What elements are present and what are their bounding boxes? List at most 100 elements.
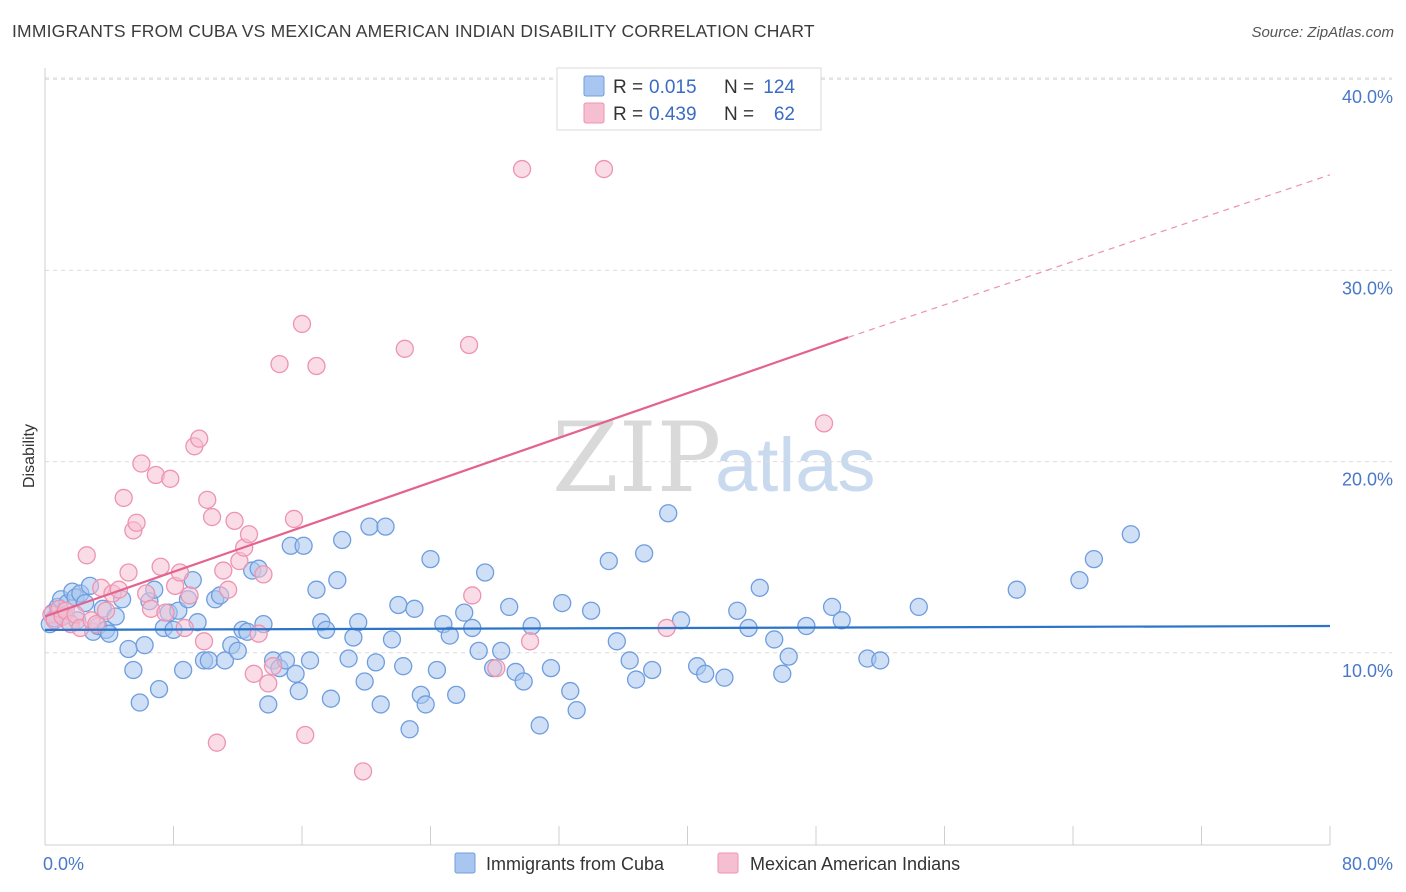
x-tick-label: 80.0% <box>1342 854 1393 874</box>
cuba-point <box>909 597 928 617</box>
mexican-american-indian-point <box>96 601 116 620</box>
y-tick-labels: 10.0% 20.0% 30.0% 40.0% <box>1342 87 1393 681</box>
y-axis-label: Disability <box>21 424 38 488</box>
cuba-point <box>750 578 769 597</box>
mexican-american-indian-point <box>127 513 146 532</box>
cuba-point <box>822 597 842 617</box>
cuba-point <box>360 517 379 536</box>
cuba-point <box>581 601 601 620</box>
cuba-point <box>300 651 320 670</box>
cuba-point <box>1007 580 1026 599</box>
cuba-point <box>333 530 352 550</box>
legend-r-label: R = <box>613 104 643 125</box>
mexican-american-indian-trend-extension <box>847 174 1331 338</box>
cuba-point <box>530 716 549 735</box>
mexican-american-indian-point <box>132 454 151 473</box>
cuba-point <box>522 616 541 636</box>
legend-r-value: 0.015 <box>649 77 697 98</box>
source-label: Source: ZipAtlas.com <box>1251 24 1394 41</box>
mexican-american-indian-point <box>254 565 273 584</box>
mexican-american-indian-point <box>225 511 244 531</box>
legend-n-label: N = <box>724 104 754 125</box>
cuba-point <box>416 695 435 714</box>
mexican-american-indian-point <box>307 356 326 376</box>
mexican-american-indian-point <box>114 488 133 508</box>
cuba-point <box>215 651 235 670</box>
mexican-american-indian-point <box>207 733 227 752</box>
cuba-point <box>355 672 374 691</box>
cuba-point <box>440 626 459 645</box>
cuba-point <box>135 636 154 655</box>
cuba-point <box>366 653 386 672</box>
cuba-point <box>228 641 247 661</box>
mexican-american-indian-point <box>119 563 138 582</box>
mexican-american-indian-point <box>198 490 217 509</box>
cuba-point <box>620 651 639 670</box>
cuba-point <box>389 595 408 615</box>
mexican-american-indian-point <box>284 509 304 529</box>
cuba-point <box>344 628 363 647</box>
mexican-american-indian-point <box>151 557 170 576</box>
legend-n-value: 124 <box>763 77 795 98</box>
cuba-point <box>1070 570 1089 590</box>
cuba-point <box>1084 549 1104 569</box>
bottom-legend-swatch-cuba <box>454 852 476 874</box>
legend-n-label: N = <box>724 77 754 98</box>
mexican-american-indian-point <box>353 762 373 781</box>
cuba-point <box>259 695 278 714</box>
mexican-american-indian-point <box>814 414 834 433</box>
cuba-point <box>567 701 586 720</box>
mexican-american-indian-point <box>249 624 268 643</box>
cuba-point <box>286 664 305 683</box>
mexican-american-indian-point <box>520 632 540 651</box>
cuba-point <box>289 681 308 701</box>
cuba-point <box>797 616 816 636</box>
mexican-american-indian-trend-line <box>44 336 849 618</box>
cuba-point <box>199 651 218 670</box>
cuba-point <box>328 570 347 590</box>
cuba-trend-line <box>44 624 1331 631</box>
mexican-american-indian-point <box>244 664 263 683</box>
mexican-american-indian-point <box>202 507 222 527</box>
legend-swatch-mexican-american-indian <box>583 102 605 124</box>
cuba-point <box>541 658 561 678</box>
mexican-american-indian-point <box>175 618 194 638</box>
bottom-legend: Immigrants from Cuba Mexican American In… <box>454 852 960 874</box>
legend: R = 0.015 N = 124 R = 0.439 N = 62 <box>556 67 822 131</box>
legend-n-value: 62 <box>774 104 795 125</box>
cuba-point <box>455 603 474 622</box>
mexican-american-indian-point <box>180 586 199 605</box>
cuba-point <box>696 664 715 683</box>
mexican-american-indian-point <box>263 657 283 676</box>
legend-r-label: R = <box>613 77 643 98</box>
cuba-point <box>469 641 488 661</box>
cuba-point <box>871 651 890 670</box>
mexican-american-indian-point <box>487 658 506 678</box>
cuba-point <box>149 679 169 699</box>
legend-r-value: 0.439 <box>649 104 697 125</box>
cuba-point <box>492 641 511 661</box>
mexican-american-indian-point <box>512 159 532 179</box>
cuba-point <box>561 681 580 701</box>
bottom-legend-label-mexican-american-indian: Mexican American Indians <box>750 854 960 874</box>
watermark: ZIP atlas <box>552 402 876 514</box>
cuba-point <box>321 689 341 708</box>
bottom-legend-label-cuba: Immigrants from Cuba <box>486 854 665 874</box>
cuba-point <box>599 551 618 571</box>
mexican-american-indian-point <box>270 354 289 374</box>
mexican-american-indian-point <box>463 586 482 605</box>
mexican-american-indian-point <box>239 525 259 544</box>
cuba-point <box>405 599 424 618</box>
y-tick-label: 30.0% <box>1342 278 1393 298</box>
cuba-point <box>382 630 402 649</box>
cuba-point <box>634 544 654 563</box>
cuba-point <box>307 580 326 599</box>
cuba-point <box>124 660 143 680</box>
cuba-point <box>832 611 851 630</box>
cuba-point <box>376 517 395 536</box>
legend-swatch-cuba <box>583 75 605 97</box>
mexican-american-indian-point <box>194 632 214 651</box>
cuba-point <box>400 720 419 739</box>
cuba-point <box>500 597 519 617</box>
